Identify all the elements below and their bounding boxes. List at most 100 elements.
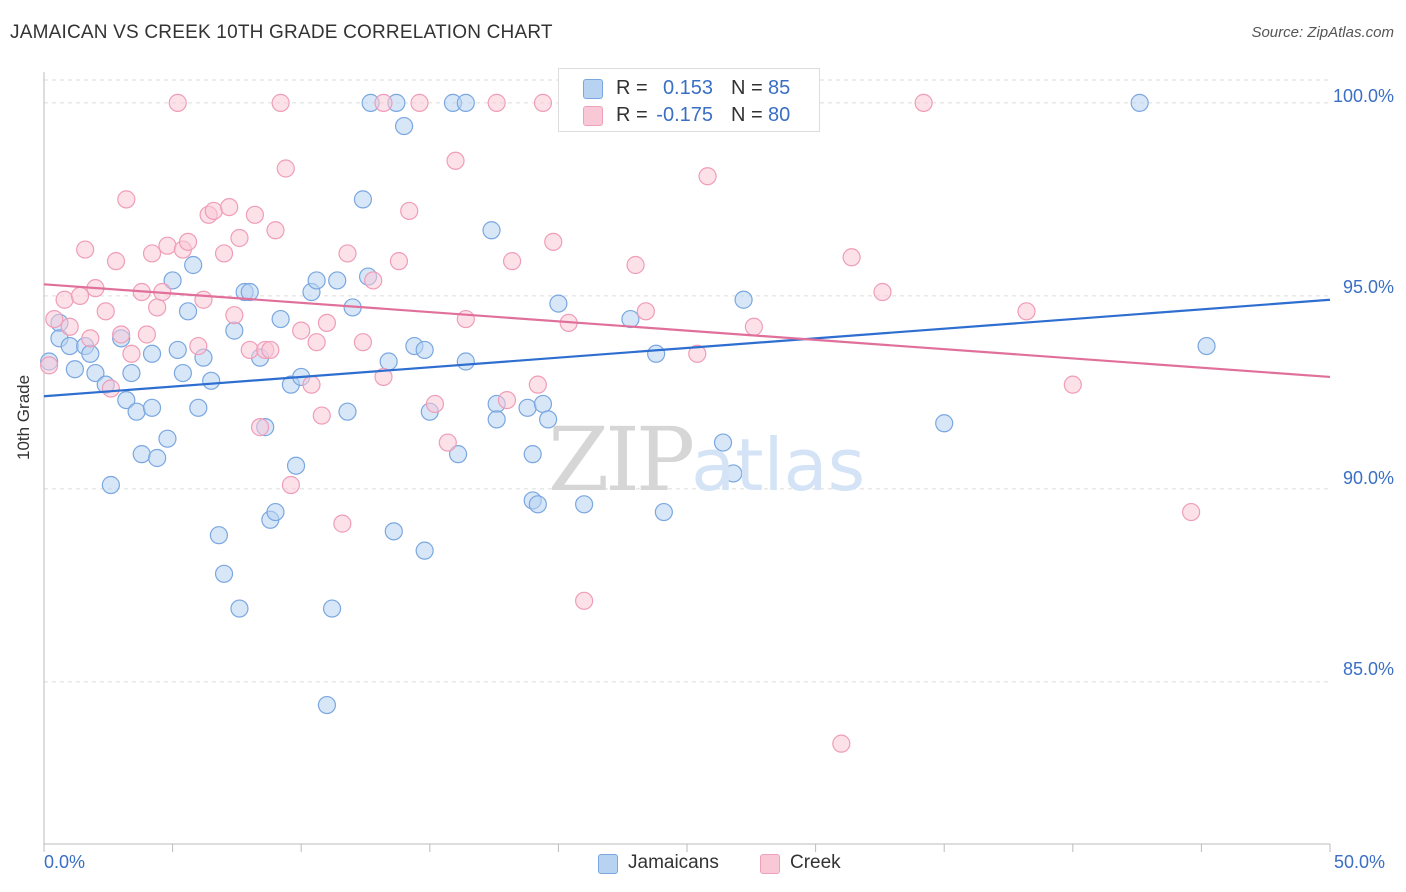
- y-axis-label: 10th Grade: [14, 374, 33, 460]
- jamaican-point-16: [142, 344, 162, 363]
- jamaican-point-24: [189, 398, 208, 417]
- creek-point-35: [261, 340, 280, 360]
- creek-point-77: [374, 93, 393, 112]
- jamaican-point-44: [322, 599, 342, 618]
- creek-point-61: [575, 591, 594, 610]
- jamaican-point-79: [734, 290, 753, 309]
- creek-point-46: [353, 333, 373, 352]
- creek-point-24: [194, 290, 213, 309]
- creek-point-27: [214, 244, 234, 263]
- jamaican-point-23: [184, 255, 203, 275]
- watermark-zip: ZIP: [548, 408, 695, 511]
- y-tick-label-95: 95.0%: [1342, 277, 1394, 297]
- creek-point-56: [497, 391, 517, 410]
- creek-point-26: [204, 201, 223, 221]
- jamaican-point-76: [654, 502, 673, 522]
- jamaican-point-60: [448, 445, 468, 464]
- creek-point-63: [626, 255, 645, 275]
- jamaican-point-51: [379, 352, 398, 371]
- jamaican-point-11: [117, 391, 136, 410]
- creek-point-78: [271, 93, 290, 112]
- creek-point-49: [389, 252, 409, 271]
- jamaican-point-6: [81, 344, 100, 363]
- jamaican-point-71: [539, 410, 558, 429]
- creek-point-13: [122, 344, 141, 363]
- creek-point-64: [636, 302, 655, 321]
- creek-point-31: [240, 340, 259, 360]
- y-tick-label-85: 85.0%: [1342, 659, 1394, 679]
- jamaican-point-66: [518, 398, 537, 417]
- jamaican-point-52: [384, 522, 403, 541]
- jamaican-point-72: [549, 294, 568, 313]
- jamaican-point-27: [209, 526, 228, 545]
- creek-point-52: [425, 394, 445, 414]
- jamaican-point-7: [86, 363, 105, 383]
- creek-point-38: [281, 475, 301, 495]
- creek-point-45: [338, 244, 357, 263]
- creek-point-69: [842, 248, 861, 267]
- creek-point-9: [101, 379, 120, 398]
- legend-row-creek: R = -0.175 N = 80: [559, 102, 819, 128]
- creek-point-40: [302, 375, 321, 394]
- jamaican-trend-line: [43, 298, 1331, 398]
- jamaican-point-65: [487, 410, 506, 429]
- stats-legend: R = 0.153 N = 85 R = -0.175 N = 80: [558, 68, 820, 132]
- jamaican-point-29: [225, 321, 244, 340]
- jamaican-point-18: [158, 429, 177, 448]
- creek-point-73: [1063, 375, 1082, 394]
- creek-point-58: [528, 375, 547, 394]
- legend-row-jamaicans: R = 0.153 N = 85: [559, 75, 819, 101]
- creek-point-41: [307, 333, 326, 352]
- creek-point-5: [76, 240, 95, 259]
- n-value: 85: [768, 77, 791, 99]
- creek-point-48: [374, 367, 393, 387]
- creek-point-55: [456, 309, 475, 329]
- jamaican-point-13: [127, 402, 146, 421]
- jamaican-point-57: [415, 541, 434, 560]
- jamaican-point-56: [415, 340, 434, 360]
- creek-point-72: [1017, 302, 1036, 321]
- source-label: Source: ZipAtlas.com: [1251, 24, 1394, 41]
- creek-point-11: [112, 325, 131, 344]
- jamaican-point-17: [148, 448, 167, 468]
- creek-point-20: [168, 93, 187, 112]
- jamaican-point-43: [317, 695, 337, 715]
- creek-point-75: [487, 93, 506, 112]
- creek-point-4: [70, 286, 90, 305]
- creek-point-66: [698, 167, 717, 186]
- creek-point-57: [503, 252, 522, 271]
- creek-point-23: [189, 336, 208, 356]
- watermark: ZIPatlas: [548, 408, 865, 511]
- creek-point-0: [40, 356, 59, 375]
- x-tick-label-max: 50.0%: [1334, 852, 1386, 872]
- creek-point-17: [148, 298, 167, 317]
- jamaican-point-45: [328, 271, 347, 290]
- jamaican-point-37: [271, 309, 290, 329]
- creek-point-47: [364, 271, 383, 290]
- creek-point-6: [81, 329, 100, 348]
- creek-point-3: [60, 317, 79, 336]
- r-label: R =: [616, 104, 648, 126]
- jamaican-point-15: [132, 445, 151, 464]
- creek-point-43: [317, 313, 337, 332]
- jamaican-point-19: [163, 271, 182, 290]
- creek-point-42: [312, 406, 331, 425]
- jamaican-point-61: [456, 93, 475, 112]
- y-tick-label-90: 90.0%: [1342, 468, 1394, 488]
- creek-trend-line: [43, 283, 1331, 379]
- creek-point-68: [832, 734, 851, 753]
- r-value: 0.153: [662, 77, 713, 99]
- jamaicans-legend-label: Jamaicans: [628, 852, 719, 873]
- creek-point-29: [225, 306, 244, 325]
- creek-point-53: [438, 433, 457, 452]
- creek-point-59: [544, 232, 563, 251]
- jamaican-point-36: [266, 502, 285, 522]
- n-label: N =: [731, 77, 763, 99]
- creek-point-76: [533, 93, 553, 112]
- creek-point-54: [446, 151, 465, 170]
- jamaican-point-73: [575, 495, 594, 514]
- creek-point-33: [250, 418, 270, 437]
- jamaicans-legend-swatch: [598, 854, 618, 874]
- creek-legend-label: Creek: [790, 852, 841, 873]
- n-label: N =: [731, 104, 763, 126]
